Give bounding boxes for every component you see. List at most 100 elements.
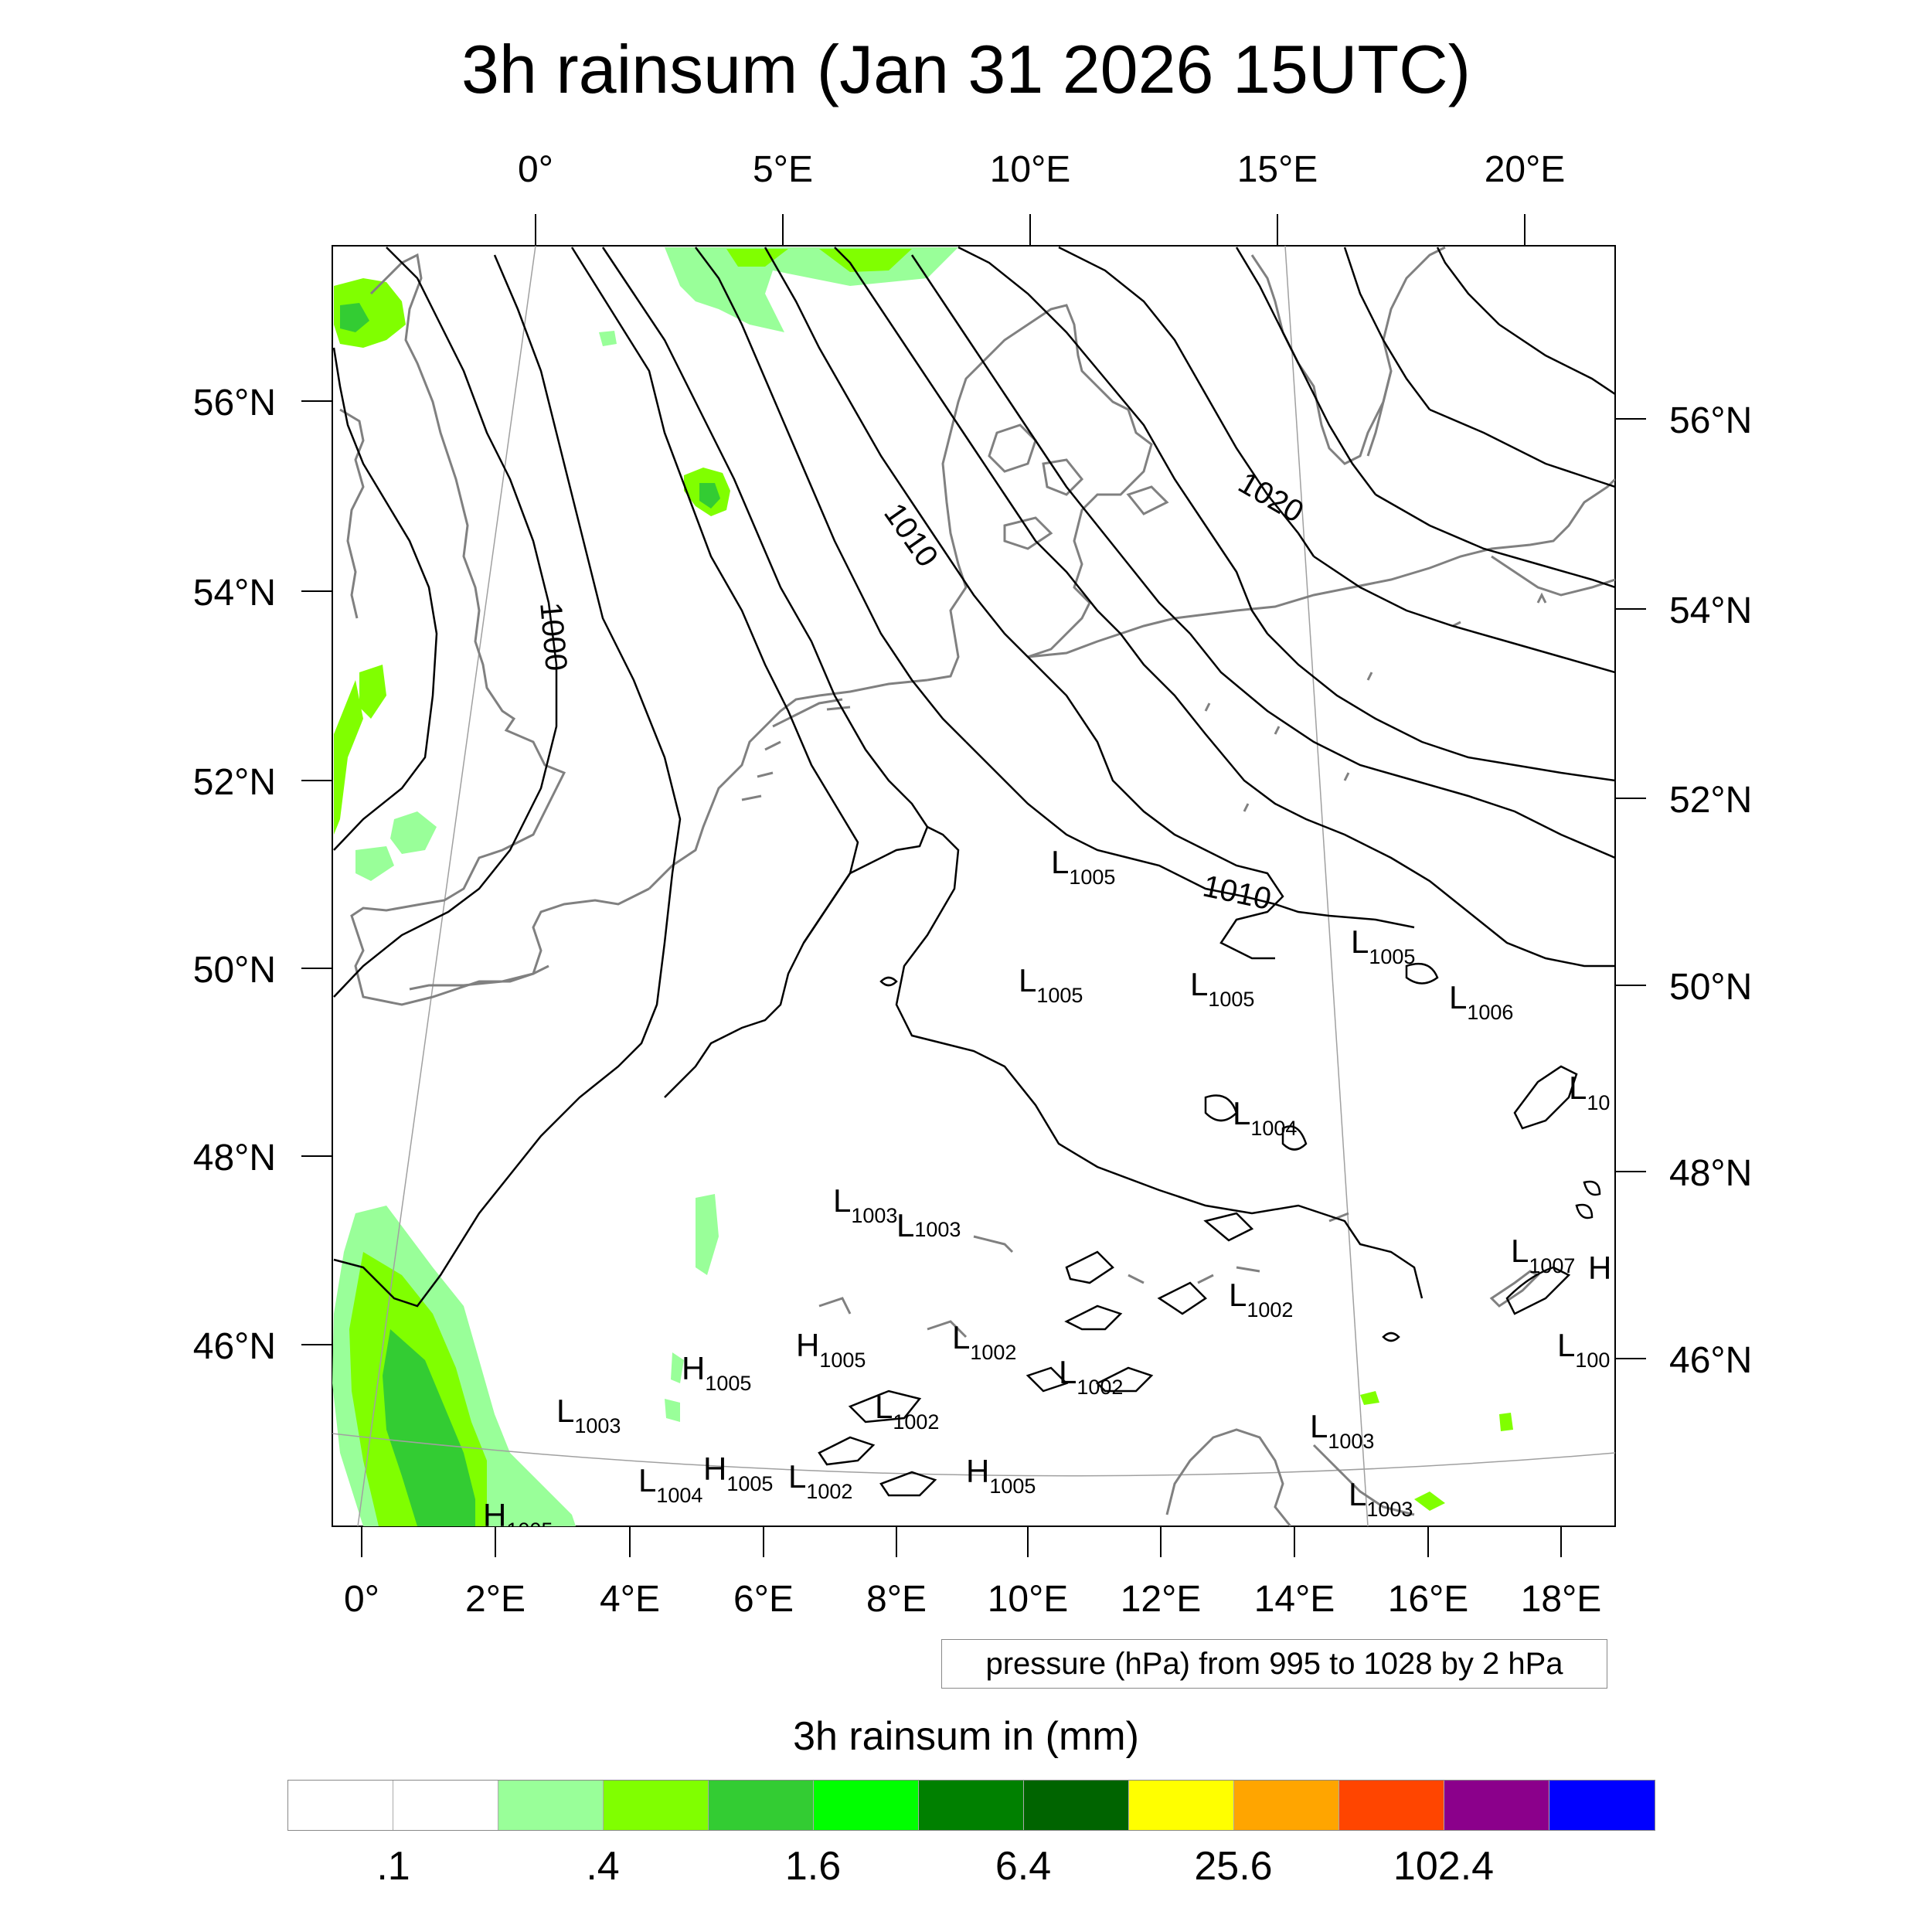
- right-latitude-axis: [1615, 418, 1646, 1359]
- map-panel: [332, 245, 1616, 1527]
- top-lon-tick: 0°: [518, 149, 553, 190]
- left-lat-tick: 46°N: [193, 1326, 276, 1367]
- colorbar-swatch: [709, 1781, 814, 1830]
- right-lat-tick: 56°N: [1669, 400, 1752, 441]
- left-lat-tick: 52°N: [193, 762, 276, 803]
- pressure-center: H1005: [703, 1451, 773, 1495]
- right-lat-tick: 46°N: [1669, 1340, 1752, 1381]
- colorbar-swatch: [1024, 1781, 1129, 1830]
- colorbar-title: 3h rainsum in (mm): [793, 1714, 1139, 1759]
- pressure-center: L1003: [833, 1182, 897, 1227]
- bottom-lon-tick: 8°E: [866, 1579, 927, 1620]
- top-lon-tick: 5°E: [753, 149, 813, 190]
- bottom-lon-tick: 18°E: [1521, 1579, 1602, 1620]
- colorbar-swatch: [1549, 1781, 1655, 1830]
- contour-info-box: pressure (hPa) from 995 to 1028 by 2 hPa: [941, 1639, 1607, 1689]
- bottom-lon-tick: 12°E: [1121, 1579, 1202, 1620]
- pressure-center: L1003: [1349, 1476, 1413, 1521]
- coast-sweden: [1250, 246, 1446, 465]
- colorbar-swatch: [1339, 1781, 1444, 1830]
- colorbar-swatch: [288, 1781, 393, 1830]
- coast-france-channel: [409, 887, 650, 991]
- right-lat-tick: 52°N: [1669, 780, 1752, 821]
- pressure-center: L1002: [788, 1458, 852, 1503]
- pressure-center: L1003: [1310, 1408, 1374, 1453]
- coastlines: [339, 246, 1615, 1526]
- rain-area-rhone: [665, 1194, 719, 1422]
- colorbar-swatch: [498, 1781, 604, 1830]
- pressure-centers: L1005 L1005 L1005 L1005 L1006 L1004 L100…: [483, 844, 1611, 1542]
- rain-area-north-sea-core: [726, 249, 912, 272]
- bottom-lon-tick: 6°E: [733, 1579, 794, 1620]
- left-latitude-axis: [301, 400, 332, 1345]
- colorbar-swatch: [1234, 1781, 1339, 1830]
- colorbar-swatch: [604, 1781, 709, 1830]
- isobars: [332, 246, 1615, 1497]
- colorbar-label: 25.6: [1194, 1844, 1273, 1889]
- colorbar-swatch: [1129, 1781, 1234, 1830]
- bottom-lon-tick: 4°E: [600, 1579, 660, 1620]
- pressure-center: H1005: [966, 1453, 1036, 1498]
- pressure-center: L1005: [1051, 844, 1115, 889]
- coast-adriatic: [1165, 1428, 1415, 1526]
- left-lat-tick: 54°N: [193, 573, 276, 614]
- pressure-center: H1005: [682, 1350, 751, 1395]
- colorbar-label: .4: [586, 1844, 620, 1889]
- bottom-lon-tick: 10°E: [988, 1579, 1069, 1620]
- pressure-center: H1005: [796, 1327, 866, 1372]
- top-lon-tick: 10°E: [990, 149, 1071, 190]
- colorbar-label: .1: [376, 1844, 410, 1889]
- colorbar-label: 102.4: [1393, 1844, 1495, 1889]
- pressure-center: L1005: [1019, 962, 1083, 1007]
- right-lat-tick: 48°N: [1669, 1153, 1752, 1194]
- top-lon-tick: 20°E: [1485, 149, 1566, 190]
- rain-area-dogger-core: [699, 483, 720, 509]
- right-lat-tick: 54°N: [1669, 590, 1752, 631]
- colorbar-label: 6.4: [995, 1844, 1052, 1889]
- pressure-center: L1003: [896, 1207, 961, 1243]
- pressure-center: L1005: [1190, 966, 1254, 1011]
- pressure-center: H1005: [483, 1497, 553, 1542]
- top-lon-tick: 15°E: [1237, 149, 1318, 190]
- rain-area-alps-west-max: [383, 1329, 475, 1526]
- pressure-center: H: [1588, 1250, 1611, 1286]
- precipitation-shading: [332, 247, 1513, 1526]
- pressure-center: L10: [1569, 1070, 1610, 1114]
- colorbar-swatch: [393, 1781, 498, 1830]
- colorbar-label: 1.6: [784, 1844, 842, 1889]
- rain-area-south-small: [1360, 1391, 1513, 1511]
- coast-baltic: [1027, 478, 1615, 658]
- pressure-center: L1002: [1229, 1277, 1293, 1321]
- pressure-center: L1003: [556, 1393, 621, 1437]
- pressure-center: L1004: [1233, 1095, 1297, 1140]
- coast-small-islands: [1204, 592, 1547, 812]
- pressure-center: L1002: [952, 1319, 1016, 1364]
- colorbar-swatch: [919, 1781, 1024, 1830]
- coast-alpine-lakes: [818, 1212, 1349, 1338]
- bottom-longitude-axis: [361, 1526, 1562, 1557]
- top-longitude-axis: [535, 214, 1526, 246]
- bottom-lon-tick: 2°E: [465, 1579, 526, 1620]
- bottom-lon-tick: 0°: [344, 1579, 379, 1620]
- left-lat-tick: 56°N: [193, 383, 276, 423]
- pressure-center: L1006: [1449, 979, 1513, 1024]
- left-lat-tick: 50°N: [193, 950, 276, 991]
- map-title: 3h rainsum (Jan 31 2026 15UTC): [461, 31, 1471, 107]
- isobar-label-1000: 1000: [533, 601, 573, 672]
- colorbar: [287, 1780, 1655, 1831]
- colorbar-swatch: [1444, 1781, 1549, 1830]
- coast-britain-west: [339, 408, 365, 619]
- coast-baltic-east: [1491, 555, 1615, 597]
- bottom-lon-tick: 16°E: [1388, 1579, 1469, 1620]
- coast-oeland: [1366, 370, 1393, 457]
- left-lat-tick: 48°N: [193, 1138, 276, 1179]
- coast-danish-islands: [988, 423, 1169, 550]
- pressure-center: L1005: [1351, 923, 1415, 968]
- bottom-lon-tick: 14°E: [1254, 1579, 1335, 1620]
- pressure-center: L1004: [638, 1462, 702, 1507]
- pressure-center: L100: [1557, 1327, 1610, 1372]
- rain-area-scotland-core: [340, 303, 369, 332]
- coast-benelux: [648, 679, 928, 890]
- colorbar-swatch: [814, 1781, 919, 1830]
